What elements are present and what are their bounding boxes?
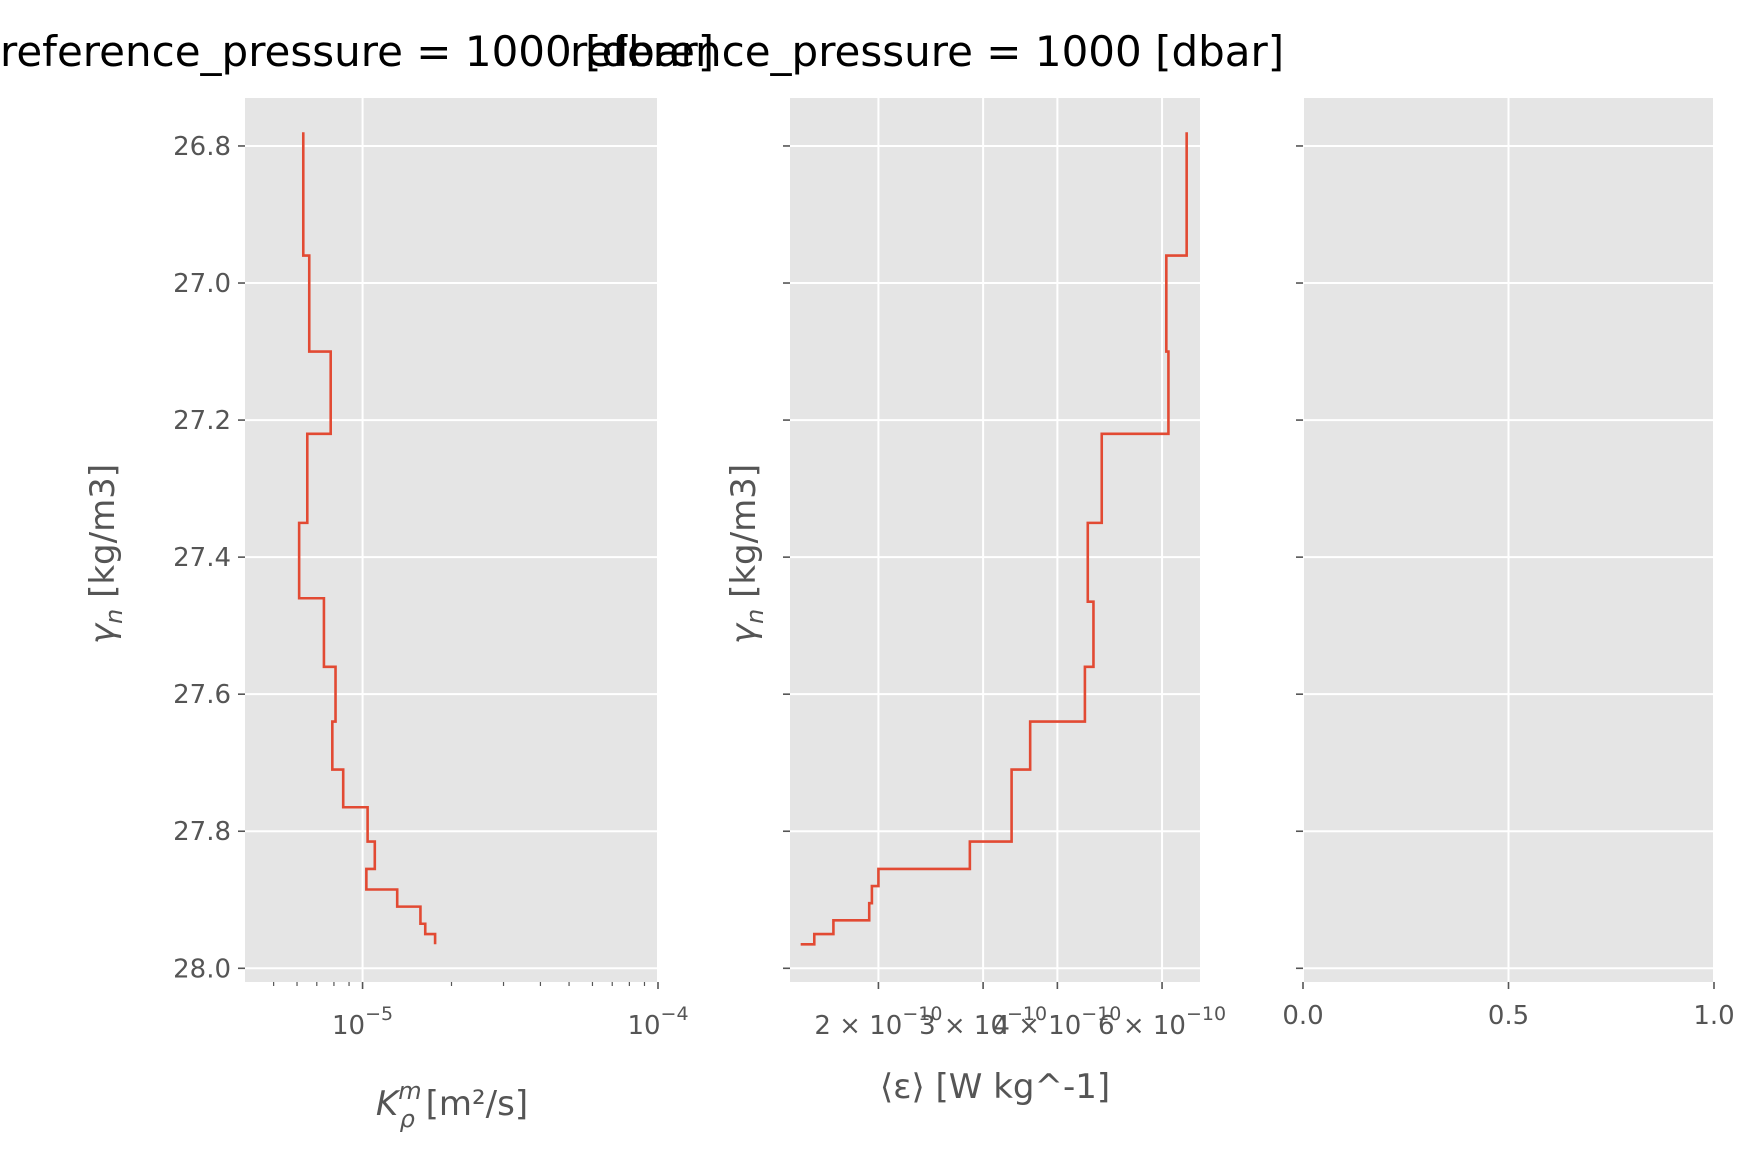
- middle-epsilon-profile-line: [800, 132, 1188, 946]
- y-tick-label: 27.8: [173, 817, 231, 847]
- middle-grid: [790, 98, 1200, 982]
- x-tick-label: 10−5: [332, 1003, 393, 1041]
- middle-panel-title: reference_pressure = 1000 [dbar]: [570, 27, 1284, 76]
- x-tick-label: 6 × 10−10: [1098, 1003, 1226, 1041]
- x-tick-label: 10−4: [627, 1003, 688, 1041]
- x-tick-label: 0.5: [1488, 1001, 1529, 1031]
- left-y-axis-label: γn [kg/m3]: [83, 464, 128, 644]
- middle-ticks: 2 × 10−103 × 10−104 × 10−106 × 10−10: [783, 145, 1226, 1041]
- left-kappa-profile-line: [297, 132, 437, 945]
- y-tick-label: 28.0: [173, 954, 231, 984]
- left-ticks: 26.8 27.0 27.2 27.4 27.6 27.8 28.0 10−5 10−4: [173, 132, 688, 1041]
- left-panel-kappa: 26.8 27.0 27.2 27.4 27.6 27.8 28.0 10−5 10−4 ref…: [0, 27, 714, 1133]
- right-grid: [1302, 98, 1715, 982]
- left-panel-title: reference_pressure = 1000 [dbar]: [0, 27, 714, 76]
- x-tick-label: 0.0: [1282, 1001, 1323, 1031]
- y-tick-label: 27.0: [173, 269, 231, 299]
- middle-plot-area: [790, 98, 1200, 982]
- y-tick-label: 26.8: [173, 132, 231, 162]
- left-grid: [245, 98, 659, 982]
- left-plot-area: [245, 98, 658, 982]
- y-tick-label: 27.2: [173, 406, 231, 436]
- middle-x-axis-label: ⟨ε⟩ [W kg^-1]: [880, 1067, 1110, 1107]
- middle-y-axis-label: γn [kg/m3]: [724, 464, 769, 644]
- right-ticks: 0.0 0.5 1.0: [1282, 145, 1735, 1031]
- x-tick-label: 3 × 10−10: [919, 1003, 1047, 1041]
- x-tick-label: 4 × 10−10: [993, 1003, 1121, 1041]
- middle-panel-epsilon: 2 × 10−103 × 10−104 × 10−106 × 10−10 ref…: [570, 27, 1284, 1107]
- x-tick-label: 1.0: [1693, 1001, 1734, 1031]
- right-panel-empty: 0.0 0.5 1.0: [1282, 98, 1735, 1031]
- y-tick-label: 27.6: [173, 680, 231, 710]
- x-tick-label: 2 × 10−10: [814, 1003, 942, 1041]
- left-x-axis-label: Km ρ [m²/s]: [376, 1077, 528, 1133]
- y-tick-label: 27.4: [173, 543, 231, 573]
